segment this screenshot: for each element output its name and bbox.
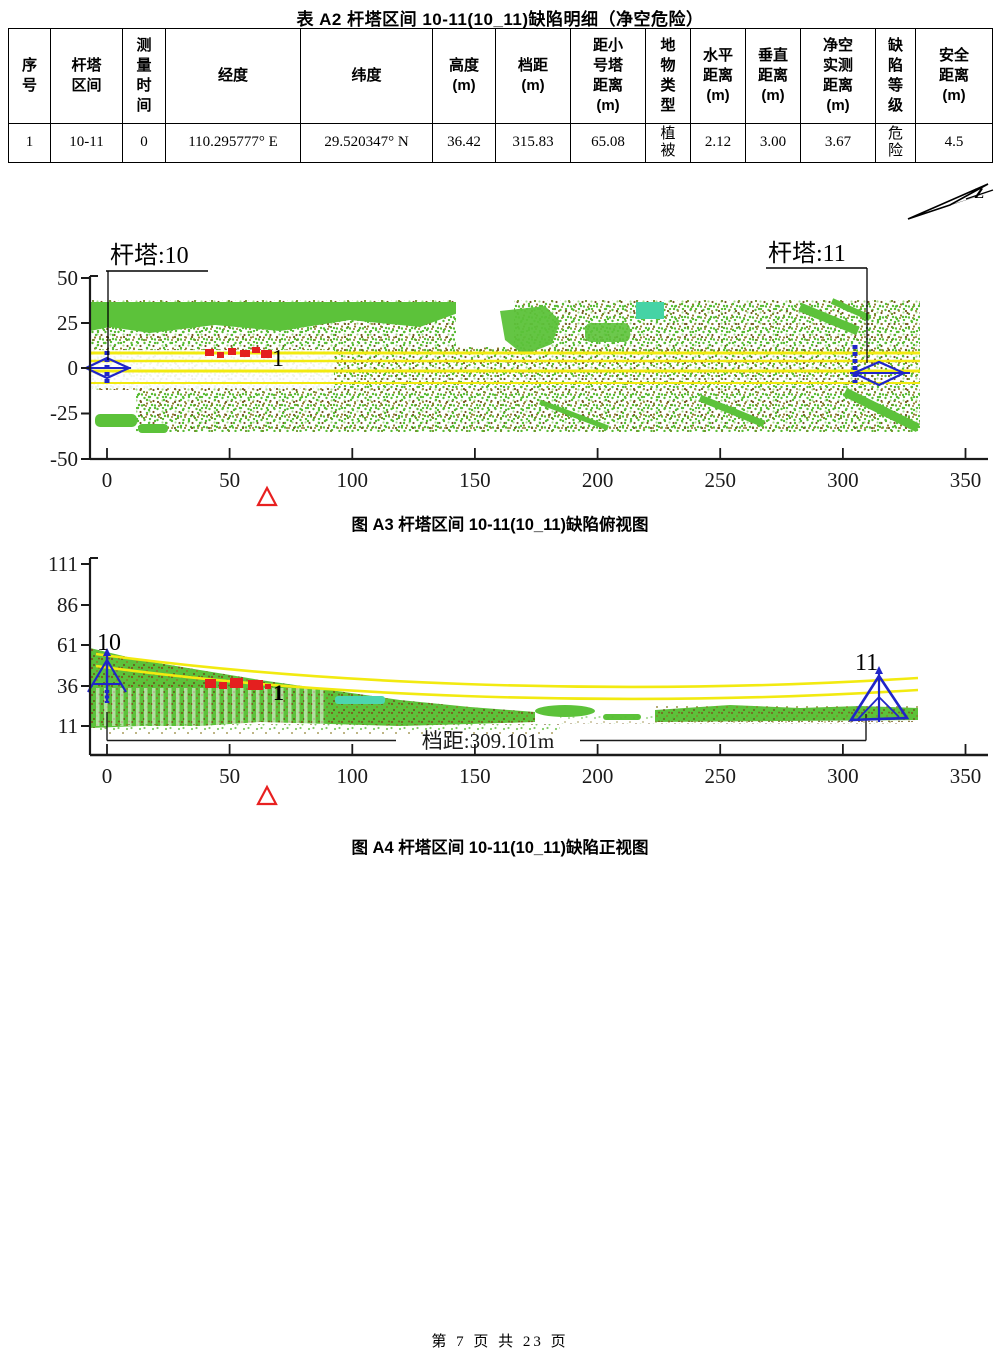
header-cell: 水平 距离 (m) bbox=[690, 28, 746, 124]
a3-defect-location-triangle bbox=[256, 485, 278, 507]
table-header-row: 序 号 杆塔 区间 测 量 时 间 经度 纬度 高度 (m) 档距 (m) 距小… bbox=[8, 28, 993, 124]
header-cell: 安全 距离 (m) bbox=[915, 28, 993, 124]
a4-defect-label: 1 bbox=[273, 680, 284, 705]
cell: 29.520347° N bbox=[300, 123, 433, 163]
a3-y-tick-labels: 50 25 0 -25 -50 bbox=[50, 266, 78, 471]
table-title: 表 A2 杆塔区间 10-11(10_11)缺陷明细（净空危险） bbox=[296, 10, 704, 29]
svg-text:50: 50 bbox=[57, 266, 78, 290]
a4-tower-11-label: 11 bbox=[855, 650, 878, 676]
cell: 36.42 bbox=[432, 123, 496, 163]
a3-axes bbox=[81, 275, 988, 461]
a4-x-tick-labels: 0 50 100 150 200 250 300 350 bbox=[102, 764, 982, 788]
svg-text:86: 86 bbox=[57, 593, 78, 617]
a3-tower-10-label: 杆塔:10 bbox=[110, 242, 189, 269]
header-cell: 序 号 bbox=[8, 28, 51, 124]
a3-defect-markers bbox=[205, 347, 272, 358]
defect-table: 序 号 杆塔 区间 测 量 时 间 经度 纬度 高度 (m) 档距 (m) 距小… bbox=[8, 28, 993, 163]
svg-text:300: 300 bbox=[827, 468, 859, 492]
svg-text:11: 11 bbox=[58, 714, 78, 738]
a4-tower-11 bbox=[848, 666, 910, 722]
svg-text:300: 300 bbox=[827, 764, 859, 788]
svg-text:200: 200 bbox=[582, 764, 614, 788]
page-number: 第 7 页 共 23 页 bbox=[431, 1334, 569, 1350]
svg-text:25: 25 bbox=[57, 311, 78, 335]
figure-a3-caption: 图 A3 杆塔区间 10-11(10_11)缺陷俯视图 bbox=[351, 516, 649, 534]
svg-text:0: 0 bbox=[102, 468, 113, 492]
cell: 2.12 bbox=[690, 123, 746, 163]
a4-tower-10 bbox=[87, 648, 127, 703]
svg-text:111: 111 bbox=[48, 552, 78, 576]
header-cell: 距小 号塔 距离 (m) bbox=[570, 28, 646, 124]
svg-text:0: 0 bbox=[102, 764, 113, 788]
header-cell: 档距 (m) bbox=[495, 28, 571, 124]
svg-text:-50: -50 bbox=[50, 447, 78, 471]
a3-tower-11-marker bbox=[850, 345, 910, 387]
a3-tower-10-marker bbox=[83, 351, 132, 386]
svg-text:350: 350 bbox=[950, 468, 982, 492]
a3-x-tick-labels: 0 50 100 150 200 250 300 350 bbox=[102, 468, 982, 492]
a4-y-tick-labels: 111 86 61 36 11 bbox=[48, 552, 78, 738]
a4-defect-location-triangle bbox=[256, 784, 278, 806]
header-cell: 经度 bbox=[165, 28, 301, 124]
north-arrow-icon: Z bbox=[907, 183, 994, 220]
a3-vegetation-band bbox=[90, 302, 458, 333]
cell: 3.00 bbox=[745, 123, 801, 163]
svg-text:250: 250 bbox=[704, 468, 736, 492]
a4-tower-10-label: 10 bbox=[97, 630, 121, 656]
svg-text:350: 350 bbox=[950, 764, 982, 788]
north-arrow-label: Z bbox=[974, 186, 984, 202]
cell: 植 被 bbox=[645, 123, 691, 163]
a3-tower-11-label: 杆塔:11 bbox=[768, 240, 846, 267]
a3-tower-10-callout: 杆塔:10 bbox=[106, 242, 208, 360]
svg-text:50: 50 bbox=[219, 764, 240, 788]
a4-terrain bbox=[90, 648, 918, 734]
header-cell: 测 量 时 间 bbox=[122, 28, 166, 124]
cell: 110.295777° E bbox=[165, 123, 301, 163]
svg-text:250: 250 bbox=[704, 764, 736, 788]
figure-a3-top-view: 1 杆塔:10 杆塔:11 bbox=[50, 240, 988, 507]
header-cell: 高度 (m) bbox=[432, 28, 496, 124]
svg-text:0: 0 bbox=[68, 356, 79, 380]
header-cell: 缺 陷 等 级 bbox=[875, 28, 916, 124]
header-cell: 垂直 距离 (m) bbox=[745, 28, 801, 124]
header-cell: 杆塔 区间 bbox=[50, 28, 123, 124]
a4-span-label: 档距:309.101m bbox=[422, 729, 554, 753]
header-cell: 地 物 类 型 bbox=[645, 28, 691, 124]
svg-text:100: 100 bbox=[337, 468, 369, 492]
svg-text:200: 200 bbox=[582, 468, 614, 492]
cell: 315.83 bbox=[495, 123, 571, 163]
header-cell: 净空 实测 距离 (m) bbox=[800, 28, 876, 124]
header-cell: 纬度 bbox=[300, 28, 433, 124]
svg-text:150: 150 bbox=[459, 468, 491, 492]
cell: 危 险 bbox=[875, 123, 916, 163]
cell: 1 bbox=[8, 123, 51, 163]
cell: 0 bbox=[122, 123, 166, 163]
svg-text:50: 50 bbox=[219, 468, 240, 492]
svg-text:36: 36 bbox=[57, 674, 78, 698]
a3-point-cloud bbox=[90, 298, 920, 433]
svg-text:100: 100 bbox=[337, 764, 369, 788]
a4-axes bbox=[81, 557, 988, 757]
a4-defect-markers bbox=[205, 678, 271, 690]
cell: 4.5 bbox=[915, 123, 993, 163]
cell: 3.67 bbox=[800, 123, 876, 163]
cell: 10-11 bbox=[50, 123, 123, 163]
svg-text:-25: -25 bbox=[50, 401, 78, 425]
cell: 65.08 bbox=[570, 123, 646, 163]
a4-power-lines bbox=[95, 652, 919, 701]
svg-text:150: 150 bbox=[459, 764, 491, 788]
a3-tower-11-callout: 杆塔:11 bbox=[766, 240, 868, 363]
figure-a4-caption: 图 A4 杆塔区间 10-11(10_11)缺陷正视图 bbox=[351, 839, 649, 857]
svg-text:61: 61 bbox=[57, 633, 78, 657]
table-row: 1 10-11 0 110.295777° E 29.520347° N 36.… bbox=[8, 123, 993, 163]
a3-defect-label: 1 bbox=[272, 346, 284, 372]
figure-a4-front-view: 档距:309.101m 1 10 11 bbox=[48, 552, 988, 806]
